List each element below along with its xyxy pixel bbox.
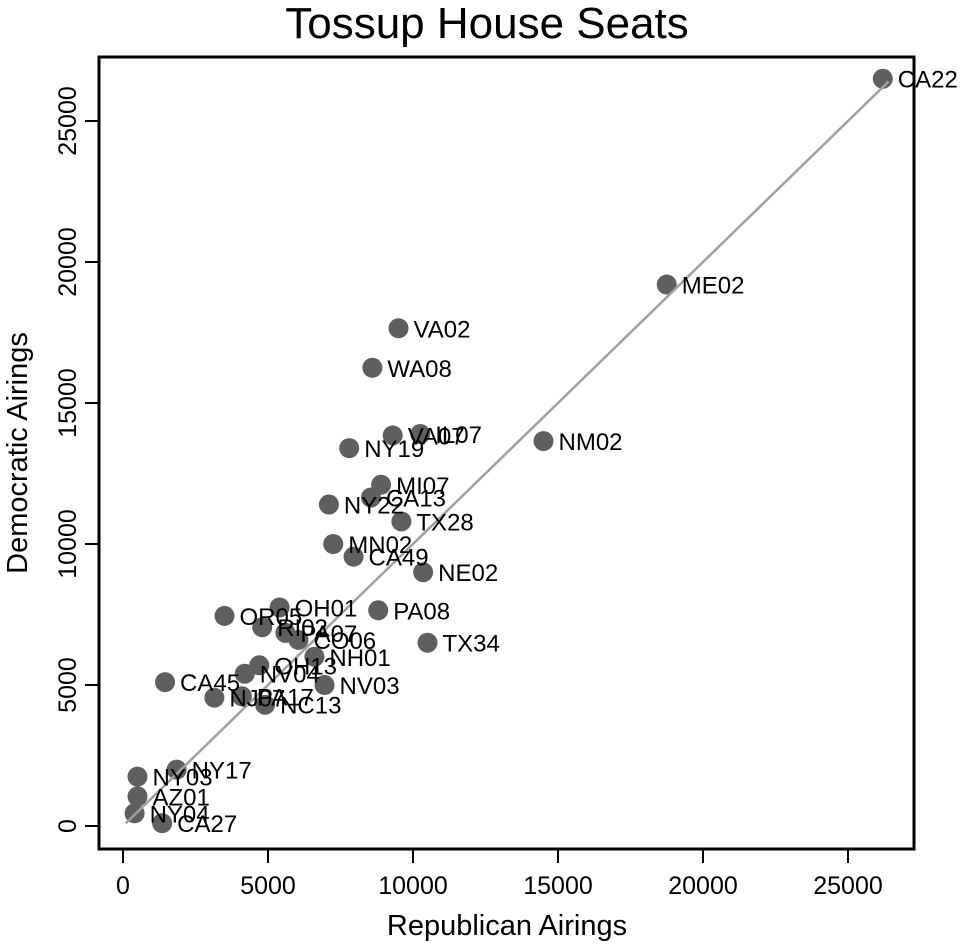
point-label: PA08	[393, 598, 450, 625]
data-point	[166, 759, 187, 780]
point-label: VA07	[408, 423, 465, 450]
y-tick-label: 25000	[54, 86, 82, 156]
point-label: CA49	[369, 545, 429, 572]
data-point	[304, 646, 325, 667]
point-label: CA27	[177, 811, 237, 838]
point-label: NH01	[329, 645, 390, 672]
data-point	[656, 274, 677, 295]
point-label: NY19	[364, 436, 424, 463]
point-label: NV04	[260, 662, 320, 689]
x-tick-label: 0	[116, 872, 130, 900]
data-point	[155, 672, 176, 693]
data-point	[410, 424, 431, 445]
y-axis: 0 5000 10000 15000 20000 25000	[54, 86, 99, 833]
data-point	[417, 632, 438, 653]
data-point	[413, 562, 434, 583]
point-label: NE02	[438, 560, 498, 587]
data-point	[127, 766, 148, 787]
data-point	[360, 487, 381, 508]
point-label: TX28	[416, 509, 473, 536]
point-label: CA45	[180, 670, 240, 697]
x-tick-label: 5000	[240, 872, 296, 900]
x-axis: 0 5000 10000 15000 20000 25000	[116, 849, 883, 900]
y-tick-label: 20000	[54, 227, 82, 297]
data-point	[339, 438, 360, 459]
x-axis-label: Republican Airings	[387, 910, 627, 942]
x-tick-label: 10000	[378, 872, 448, 900]
point-label: MN02	[348, 532, 412, 559]
x-tick-label: 20000	[668, 872, 738, 900]
point-label: NV03	[340, 673, 400, 700]
chart-title: Tossup House Seats	[285, 0, 689, 48]
data-point	[231, 686, 252, 707]
y-tick-label: 5000	[54, 657, 82, 713]
data-point	[269, 597, 290, 618]
y-tick-label: 15000	[54, 368, 82, 438]
point-label: CA22	[898, 67, 958, 94]
data-point	[249, 655, 270, 676]
point-label: ME02	[682, 273, 745, 300]
plot-frame	[97, 55, 916, 851]
data-point	[368, 600, 389, 621]
data-point	[323, 534, 344, 554]
data-point	[314, 675, 335, 695]
y-tick-label: 10000	[54, 509, 82, 579]
data-point	[382, 425, 403, 446]
data-point	[533, 431, 554, 452]
point-label: CA13	[386, 485, 446, 512]
point-label: CO06	[313, 628, 376, 655]
x-tick-label: 15000	[523, 872, 593, 900]
point-label: MI07	[396, 473, 449, 500]
point-label: OH01	[295, 595, 358, 622]
fit-line	[125, 80, 890, 825]
point-label: NY17	[192, 758, 252, 785]
point-label: VA02	[414, 316, 471, 343]
data-point	[255, 694, 276, 715]
point-label: TX34	[443, 631, 500, 658]
point-label: NC13	[280, 693, 341, 720]
point-label: NY22	[344, 493, 404, 520]
data-point	[343, 546, 364, 567]
point-label: WA08	[387, 356, 451, 383]
point-label: PA17	[257, 684, 314, 711]
data-point	[388, 318, 409, 339]
data-point	[204, 687, 225, 708]
data-point	[288, 629, 309, 650]
point-label: PA07	[300, 621, 357, 648]
data-point	[391, 511, 412, 532]
data-point	[362, 357, 383, 378]
data-point	[127, 786, 148, 807]
point-label: NJ07	[229, 686, 285, 713]
data-point	[214, 605, 235, 626]
x-tick-label: 25000	[813, 872, 883, 900]
point-label: NY03	[153, 765, 213, 792]
point-label: NY04	[150, 801, 210, 828]
point-label: IL07	[435, 422, 482, 449]
point-label: NM02	[559, 429, 623, 456]
data-point	[234, 663, 255, 684]
point-label: AZ01	[153, 784, 210, 811]
point-label: RI02	[277, 615, 328, 642]
data-points	[124, 68, 893, 834]
data-point	[318, 494, 339, 515]
data-point	[252, 617, 273, 638]
y-tick-label: 0	[54, 819, 82, 833]
data-point	[152, 813, 173, 834]
point-label: OR05	[240, 604, 303, 631]
point-label: OH13	[274, 653, 337, 680]
y-axis-label: Democratic Airings	[2, 332, 34, 574]
